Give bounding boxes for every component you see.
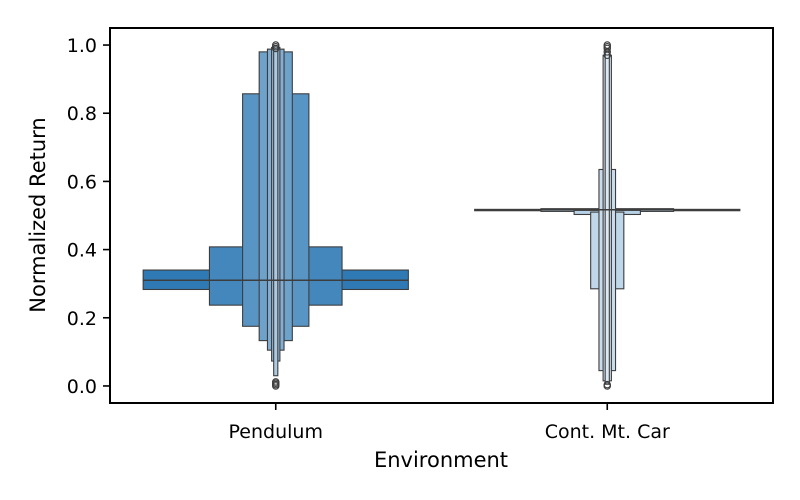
boxen-group bbox=[474, 41, 741, 390]
y-tick-label: 0.6 bbox=[67, 171, 97, 193]
y-tick-label: 0.4 bbox=[67, 240, 97, 262]
y-tick-label: 0.2 bbox=[67, 308, 97, 330]
boxen-box bbox=[604, 49, 610, 385]
x-tick-label: Cont. Mt. Car bbox=[545, 421, 670, 443]
boxen-group bbox=[142, 41, 409, 390]
plot-frame bbox=[109, 27, 774, 404]
y-tick-label: 0.8 bbox=[67, 103, 97, 125]
boxen-box bbox=[273, 45, 279, 377]
x-axis: Pendulum Cont. Mt. Car bbox=[229, 403, 670, 443]
plot-layer bbox=[142, 41, 741, 390]
y-tick-label: 1.0 bbox=[67, 35, 97, 57]
outlier-point bbox=[271, 41, 280, 49]
x-tick-label: Pendulum bbox=[229, 421, 323, 443]
y-axis-label: Normalized Return bbox=[26, 117, 50, 312]
y-tick-label: 0.0 bbox=[67, 376, 97, 398]
outlier-point bbox=[271, 378, 280, 386]
outlier-point bbox=[603, 380, 611, 389]
outlier-point bbox=[603, 41, 611, 49]
y-axis: 0.0 0.2 0.4 0.6 0.8 1.0 bbox=[67, 35, 110, 398]
x-axis-label: Environment bbox=[374, 448, 508, 472]
